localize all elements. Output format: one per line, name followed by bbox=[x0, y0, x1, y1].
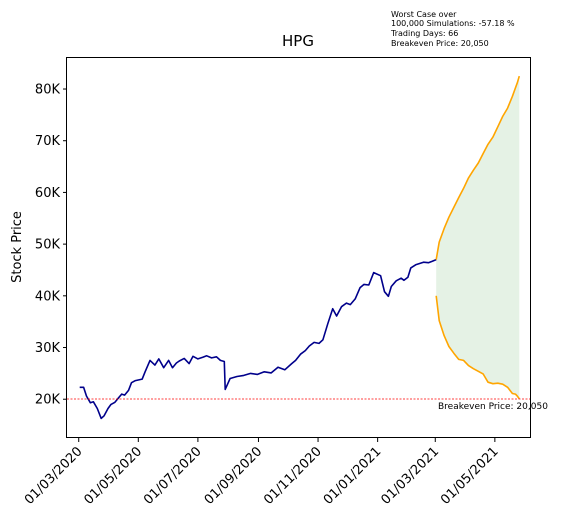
simulation-range-band bbox=[436, 76, 520, 399]
chart-title: HPG bbox=[282, 32, 314, 50]
simulation-band-layer bbox=[436, 76, 520, 399]
stats-annotation: Worst Case over 100,000 Simulations: -57… bbox=[390, 10, 515, 48]
x-tick-label: 01/03/2021 bbox=[379, 444, 443, 508]
y-tick-label: 60K bbox=[35, 186, 61, 201]
breakeven-label: Breakeven Price: 20,050 bbox=[438, 402, 548, 412]
x-tick-label: 01/03/2020 bbox=[22, 444, 86, 508]
y-tick-label: 30K bbox=[35, 341, 61, 356]
simulation-upper-line bbox=[435, 75, 521, 260]
y-tick-label: 70K bbox=[35, 134, 61, 149]
y-axis-label: Stock Price bbox=[10, 211, 25, 283]
annotation-line-4: Breakeven Price: 20,050 bbox=[391, 39, 489, 48]
simulation-lower-line bbox=[435, 295, 520, 400]
annotation-line-1: Worst Case over bbox=[391, 10, 457, 19]
annotation-line-2: 100,000 Simulations: -57.18 % bbox=[391, 19, 515, 28]
y-tick-label: 20K bbox=[35, 393, 61, 408]
breakeven-layer: Breakeven Price: 20,050 bbox=[67, 398, 548, 412]
y-tick-label: 40K bbox=[35, 289, 61, 304]
history-price-line bbox=[79, 258, 437, 420]
x-axis-ticks: 01/03/202001/05/202001/07/202001/09/2020… bbox=[22, 438, 502, 508]
x-tick-label: 01/07/2020 bbox=[141, 444, 205, 508]
x-tick-label: 01/05/2020 bbox=[82, 444, 146, 508]
x-tick-label: 01/01/2021 bbox=[321, 444, 385, 508]
y-tick-label: 50K bbox=[35, 238, 61, 253]
x-tick-label: 01/11/2020 bbox=[261, 444, 325, 508]
x-tick-label: 01/09/2020 bbox=[202, 444, 266, 508]
plot-frame bbox=[66, 57, 531, 438]
series-layer bbox=[79, 75, 521, 420]
annotation-line-3: Trading Days: 66 bbox=[390, 29, 458, 38]
y-axis-ticks: 20K 30K 40K 50K 60K 70K 80K bbox=[35, 83, 67, 408]
x-tick-label: 01/05/2021 bbox=[438, 444, 502, 508]
y-tick-label: 80K bbox=[35, 83, 61, 98]
